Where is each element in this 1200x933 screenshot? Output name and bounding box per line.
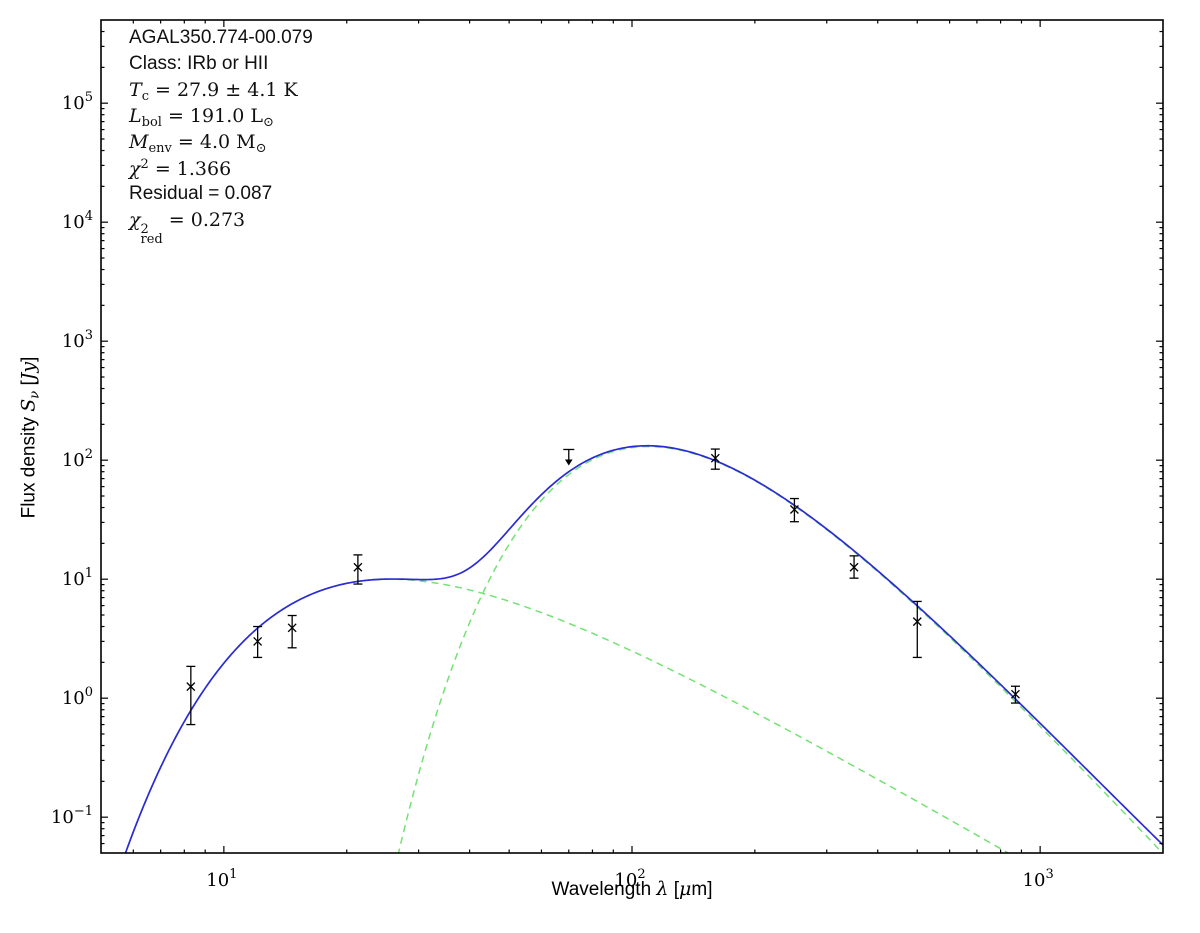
data-point <box>849 555 859 579</box>
down-arrow-icon <box>564 459 573 466</box>
annotation-line: χ 2 red = 0.273 <box>129 209 246 247</box>
tick-label: 102 <box>614 867 645 891</box>
x-marker <box>353 562 363 572</box>
fit-parameters-annotation: AGAL350.774-00.079 Class: IRb or HII Tc = … <box>129 27 313 247</box>
x-marker <box>287 623 297 633</box>
tick-label: 105 <box>62 90 93 114</box>
annotation-line: Lbol = 191.0 L⊙ <box>129 105 274 130</box>
annotation-line: χ2 = 1.366 <box>129 157 232 180</box>
data-point <box>353 554 363 585</box>
x-marker <box>186 682 196 692</box>
x-marker <box>1010 689 1020 699</box>
tick-label: 104 <box>62 209 93 233</box>
data-point <box>253 625 263 659</box>
y-axis-label: Flux density Sν [Jy] <box>17 356 43 519</box>
plot-frame <box>100 19 1164 854</box>
annotation-line: Tc = 27.9 ± 4.1 K <box>129 79 298 104</box>
x-marker <box>912 617 922 627</box>
data-point <box>186 665 196 726</box>
tick-label: 10−1 <box>51 804 93 828</box>
tick-label: 100 <box>62 685 93 709</box>
warm-component-curve <box>124 578 1010 853</box>
data-points <box>186 448 1020 726</box>
total-fit-curve <box>124 444 1163 853</box>
cold-component-curve <box>397 445 1163 853</box>
x-marker <box>849 562 859 572</box>
cold-component-curve <box>397 445 1163 853</box>
warm-component-curve <box>124 578 1010 853</box>
annotation-line: Menv = 4.0 M⊙ <box>129 131 267 156</box>
data-point <box>789 497 799 523</box>
x-marker <box>710 453 720 463</box>
annotation-line: AGAL350.774-00.079 <box>129 27 313 48</box>
annotation-line: Residual = 0.087 <box>129 183 273 204</box>
x-marker <box>789 505 799 514</box>
x-axis-label: Wavelength λ [μm] <box>551 878 713 900</box>
data-point <box>710 448 720 470</box>
tick-label: 103 <box>1023 867 1054 891</box>
data-point <box>1010 685 1020 704</box>
data-point <box>287 614 297 649</box>
tick-label: 101 <box>62 566 93 590</box>
upper-limit-marker <box>563 448 575 466</box>
tick-label: 101 <box>206 867 237 891</box>
annotation-line: Class: IRb or HII <box>129 53 269 74</box>
tick-label: 102 <box>62 447 93 471</box>
data-point <box>912 600 922 659</box>
x-marker <box>253 636 263 646</box>
tick-label: 103 <box>62 328 93 352</box>
total-fit-curve <box>124 444 1163 853</box>
tick-labels: 101 102 103 10−1 100 101 102 103 104 105 <box>51 90 1054 891</box>
